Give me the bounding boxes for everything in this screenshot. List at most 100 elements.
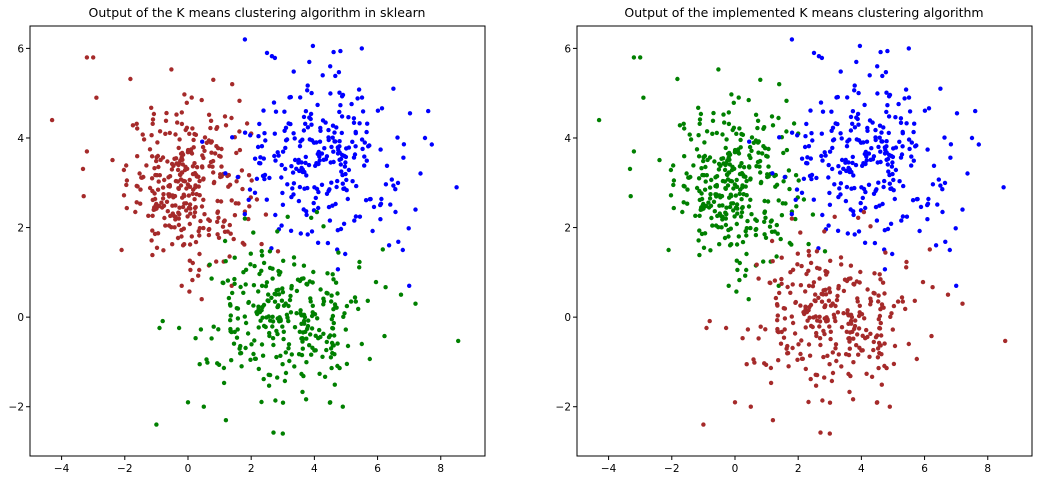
data-point — [179, 110, 184, 115]
data-point — [301, 263, 307, 268]
data-point — [289, 283, 294, 289]
data-point — [749, 148, 754, 153]
data-point — [795, 251, 800, 256]
data-point — [267, 249, 273, 254]
data-point — [243, 345, 248, 351]
data-point — [133, 209, 138, 215]
data-point — [272, 131, 277, 136]
data-point — [823, 287, 828, 292]
data-point — [290, 170, 296, 175]
data-point — [926, 196, 931, 202]
data-point — [694, 185, 700, 191]
data-point — [169, 67, 174, 72]
data-point — [311, 140, 317, 145]
data-point — [696, 133, 701, 138]
data-point — [813, 314, 818, 319]
data-point — [291, 69, 296, 74]
data-point — [299, 321, 304, 326]
data-point — [187, 258, 192, 263]
data-point — [252, 156, 258, 161]
data-point — [305, 83, 310, 88]
data-point — [865, 128, 870, 133]
data-point — [329, 180, 334, 185]
data-point — [176, 216, 181, 221]
data-point — [269, 295, 274, 300]
data-point — [762, 209, 768, 214]
data-point — [173, 217, 178, 222]
data-point — [712, 209, 717, 214]
data-point — [274, 354, 279, 360]
data-point — [150, 117, 156, 122]
y-tick-label: 2 — [564, 223, 571, 235]
y-tick-label: 4 — [17, 133, 24, 145]
data-point — [668, 167, 674, 173]
data-point — [725, 177, 731, 182]
data-point — [280, 324, 285, 329]
data-point — [237, 98, 242, 104]
data-point — [336, 250, 341, 255]
data-point — [853, 162, 859, 168]
x-tick-label: 2 — [248, 463, 255, 475]
data-point — [221, 365, 227, 371]
data-point — [910, 198, 916, 203]
data-point — [275, 316, 280, 321]
data-point — [234, 335, 240, 340]
data-point — [341, 314, 346, 319]
data-point — [219, 146, 224, 152]
data-point — [318, 128, 323, 133]
data-point — [799, 190, 805, 195]
data-point — [345, 196, 350, 202]
data-point — [914, 356, 919, 362]
data-point — [969, 135, 975, 141]
data-point — [215, 232, 220, 237]
y-tick-label: 0 — [17, 312, 24, 324]
data-point — [925, 202, 930, 208]
data-point — [724, 205, 729, 210]
data-point — [154, 158, 159, 164]
data-point — [280, 202, 286, 207]
data-point — [310, 43, 316, 49]
data-point — [755, 125, 760, 131]
data-point — [406, 226, 411, 231]
data-point — [378, 217, 383, 222]
data-point — [328, 160, 333, 165]
data-point — [146, 213, 151, 218]
data-point — [813, 383, 819, 388]
data-point — [201, 197, 206, 202]
data-point — [729, 242, 734, 247]
data-point — [854, 137, 859, 142]
data-point — [817, 276, 822, 281]
data-point — [246, 216, 251, 222]
data-point — [287, 297, 293, 303]
data-point — [242, 130, 248, 135]
data-point — [739, 197, 744, 202]
data-point — [407, 111, 413, 116]
data-point — [877, 326, 883, 331]
data-point — [309, 352, 314, 357]
data-point — [763, 327, 768, 332]
data-point — [321, 302, 326, 307]
data-point — [234, 150, 239, 156]
x-tick-label: 4 — [858, 463, 865, 475]
data-point — [774, 302, 780, 307]
data-point — [795, 133, 800, 138]
data-point — [178, 183, 184, 188]
data-point — [141, 137, 147, 142]
data-point — [631, 149, 637, 154]
data-point — [206, 232, 212, 238]
data-point — [211, 324, 216, 329]
data-point — [282, 109, 287, 114]
data-point — [793, 216, 798, 222]
data-point — [730, 127, 735, 133]
data-point — [886, 130, 891, 136]
data-point — [176, 186, 181, 191]
data-point — [757, 158, 763, 164]
data-point — [789, 216, 795, 221]
data-point — [880, 280, 886, 285]
data-point — [688, 137, 694, 142]
data-point — [190, 277, 195, 283]
data-point — [857, 303, 862, 308]
data-point — [850, 160, 855, 166]
data-point — [887, 152, 892, 158]
